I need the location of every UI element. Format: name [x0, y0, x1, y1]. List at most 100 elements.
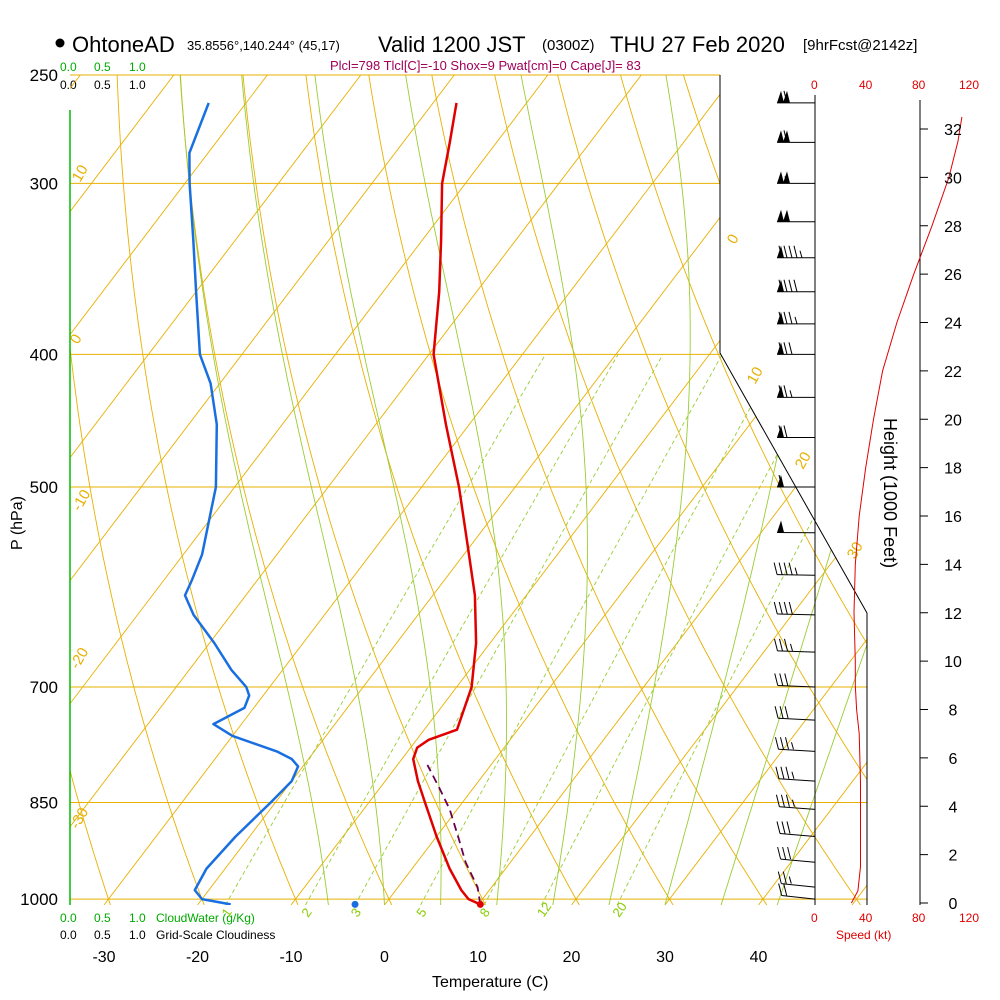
wind-barb: [777, 342, 815, 355]
dry-adiabat-line: [682, 75, 867, 905]
height-tick-label: 12: [944, 606, 962, 623]
axes: -30 -20 -10 0 10 20 30 402503004005007008501000…: [20, 66, 962, 966]
wind-barb: [774, 737, 816, 752]
wind-barb: [773, 562, 816, 576]
moist-adiabat-line: [233, 75, 385, 905]
isotherm-label: 10: [69, 162, 92, 185]
barb-full: [782, 871, 787, 884]
moist-adiabat-line: [175, 75, 329, 905]
mixing-ratio-line: [483, 354, 780, 905]
barb-flag: [783, 171, 790, 184]
dry-adiabat-line: [70, 75, 111, 905]
barb-shaft: [781, 883, 816, 888]
height-tick-label: 20: [944, 412, 962, 429]
barb-full: [785, 794, 790, 807]
barb-full: [777, 871, 782, 884]
barb-full: [774, 737, 779, 750]
barb-flag: [777, 209, 784, 222]
p-tick-label: 250: [30, 66, 58, 85]
isotherm-label: 30: [844, 539, 867, 562]
wind-barb: [777, 871, 816, 888]
wind-barb: [774, 638, 816, 653]
cloudiness-top-0: 0.0: [60, 78, 77, 92]
barb-full: [785, 766, 790, 779]
isotherm-label: 0: [724, 231, 743, 247]
isotherm-line: [851, 75, 867, 905]
barb-full: [779, 638, 783, 651]
barb-full: [775, 794, 780, 807]
barb-shaft: [779, 832, 816, 837]
wind-barbs: [773, 90, 816, 900]
barb-full: [783, 311, 788, 325]
wind-barb: [777, 279, 815, 293]
cloudiness-bot-0: 0.0: [60, 928, 77, 942]
dry-adiabat-line: [368, 75, 674, 905]
mixing-ratio-line: [420, 354, 723, 905]
barb-full: [784, 638, 788, 651]
barb-flag: [783, 130, 790, 143]
isotherm-line: [290, 75, 867, 905]
barb-shaft: [780, 858, 816, 863]
barb-full: [783, 130, 788, 143]
x-tick-label: 30: [656, 949, 674, 966]
height-tick-label: 22: [944, 364, 962, 381]
wind-speed-profile: [850, 116, 963, 904]
barb-full: [773, 562, 778, 575]
barb-full: [783, 279, 788, 292]
barb-full: [776, 821, 781, 834]
wind-barb: [777, 171, 815, 184]
moist-adiabat-line: [301, 75, 442, 905]
barb-full: [779, 706, 784, 719]
barb-full: [779, 673, 784, 686]
barb-full: [788, 342, 793, 355]
p-tick-label: 400: [30, 345, 58, 364]
speed-top-80: 80: [912, 78, 926, 92]
x-tick-label: -30: [92, 949, 115, 966]
plot-right-boundary: [719, 75, 868, 905]
speed-bot-0: 0: [811, 911, 818, 925]
barb-full: [783, 385, 788, 398]
height-tick-label: 16: [944, 509, 962, 526]
barb-full: [783, 883, 788, 896]
barb-half: [791, 799, 795, 807]
cloudwater-bot-1: 1.0: [129, 911, 146, 925]
height-tick-label: 18: [944, 461, 962, 478]
barb-full: [781, 821, 786, 834]
barb-full: [773, 601, 778, 615]
barb-full: [784, 706, 789, 719]
height-tick-label: 10: [944, 654, 962, 671]
mixing-ratio-label: 20: [609, 899, 630, 919]
wind-barb: [777, 474, 815, 488]
isotherm-line: [571, 75, 867, 905]
p-tick-label: 1000: [20, 890, 58, 909]
barb-full: [774, 673, 779, 686]
barb-full: [778, 425, 783, 438]
dry-adiabat-line: [116, 75, 299, 905]
height-tick-label: 32: [944, 122, 962, 139]
barb-full: [778, 311, 783, 325]
moist-adiabat-line: [497, 75, 588, 905]
moist-adiabat-line: [387, 75, 507, 905]
barb-half: [788, 876, 792, 884]
barb-shaft: [778, 748, 816, 752]
forecast-info: [9hrFcst@2142z]: [803, 37, 917, 54]
x-tick-label: 20: [563, 949, 581, 966]
surface-dewpoint-marker: [351, 900, 359, 908]
barb-full: [788, 245, 793, 258]
p-tick-label: 500: [30, 478, 58, 497]
barb-half: [799, 250, 803, 258]
barb-shaft: [779, 806, 816, 810]
barb-full: [783, 601, 788, 615]
isotherm-line: [758, 75, 867, 905]
height-axis-title: Height (1000 Feet): [880, 418, 900, 568]
barb-flag: [783, 90, 790, 103]
parcel-line: [426, 764, 482, 905]
barb-full: [788, 601, 793, 615]
surface-temperature-marker: [476, 900, 484, 908]
height-tick-label: 24: [944, 316, 962, 333]
speed-bot-120: 120: [959, 911, 979, 925]
x-tick-label: 0: [380, 949, 389, 966]
height-tick-label: 6: [949, 751, 958, 768]
dry-adiabat-line: [242, 75, 486, 905]
